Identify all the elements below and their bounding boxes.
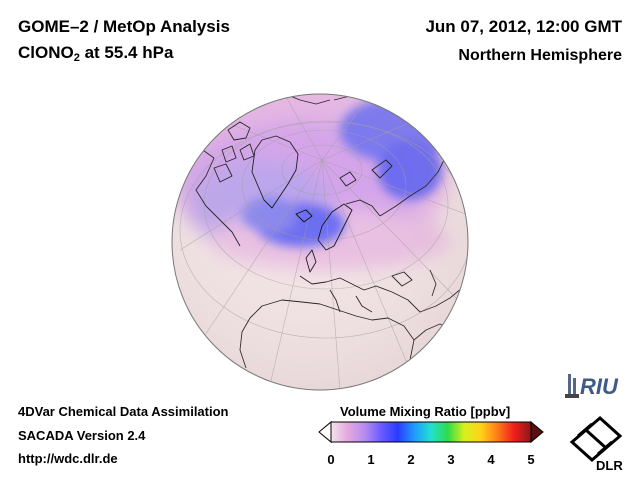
footer-line2: SACADA Version 2.4 — [18, 428, 146, 443]
title-line1: GOME–2 / MetOp Analysis — [18, 17, 230, 36]
colorbar-tick-label: 1 — [367, 452, 375, 467]
riu-logo-text: RIU — [580, 374, 619, 399]
pressure-level: at 55.4 hPa — [79, 43, 174, 62]
colorbar-title: Volume Mixing Ratio [ppbv] — [340, 404, 511, 419]
title-line2: ClONO2 at 55.4 hPa — [18, 43, 173, 64]
colorbar-tick-label: 5 — [527, 452, 535, 467]
species-subscript: 2 — [73, 52, 80, 64]
colorbar-gradient — [330, 421, 532, 443]
footer-url: http://wdc.dlr.de — [18, 451, 118, 466]
colorbar-tick-label: 0 — [327, 452, 335, 467]
dlr-logo-text: DLR — [596, 458, 623, 473]
colorbar-tick-label: 2 — [407, 452, 415, 467]
datetime-label: Jun 07, 2012, 12:00 GMT — [425, 17, 622, 36]
colorbar-arrow-right — [530, 420, 544, 444]
riu-logo: RIU — [565, 374, 619, 399]
colorbar — [318, 420, 544, 444]
species-name: ClONO — [18, 43, 74, 62]
hemisphere-label: Northern Hemisphere — [458, 47, 622, 64]
colorbar-arrow-left — [318, 420, 332, 444]
dlr-logo: DLR — [569, 416, 623, 473]
footer-line1: 4DVar Chemical Data Assimilation — [18, 404, 229, 419]
colorbar-tick-label: 3 — [447, 452, 455, 467]
colorbar-tick-label: 4 — [487, 452, 495, 467]
